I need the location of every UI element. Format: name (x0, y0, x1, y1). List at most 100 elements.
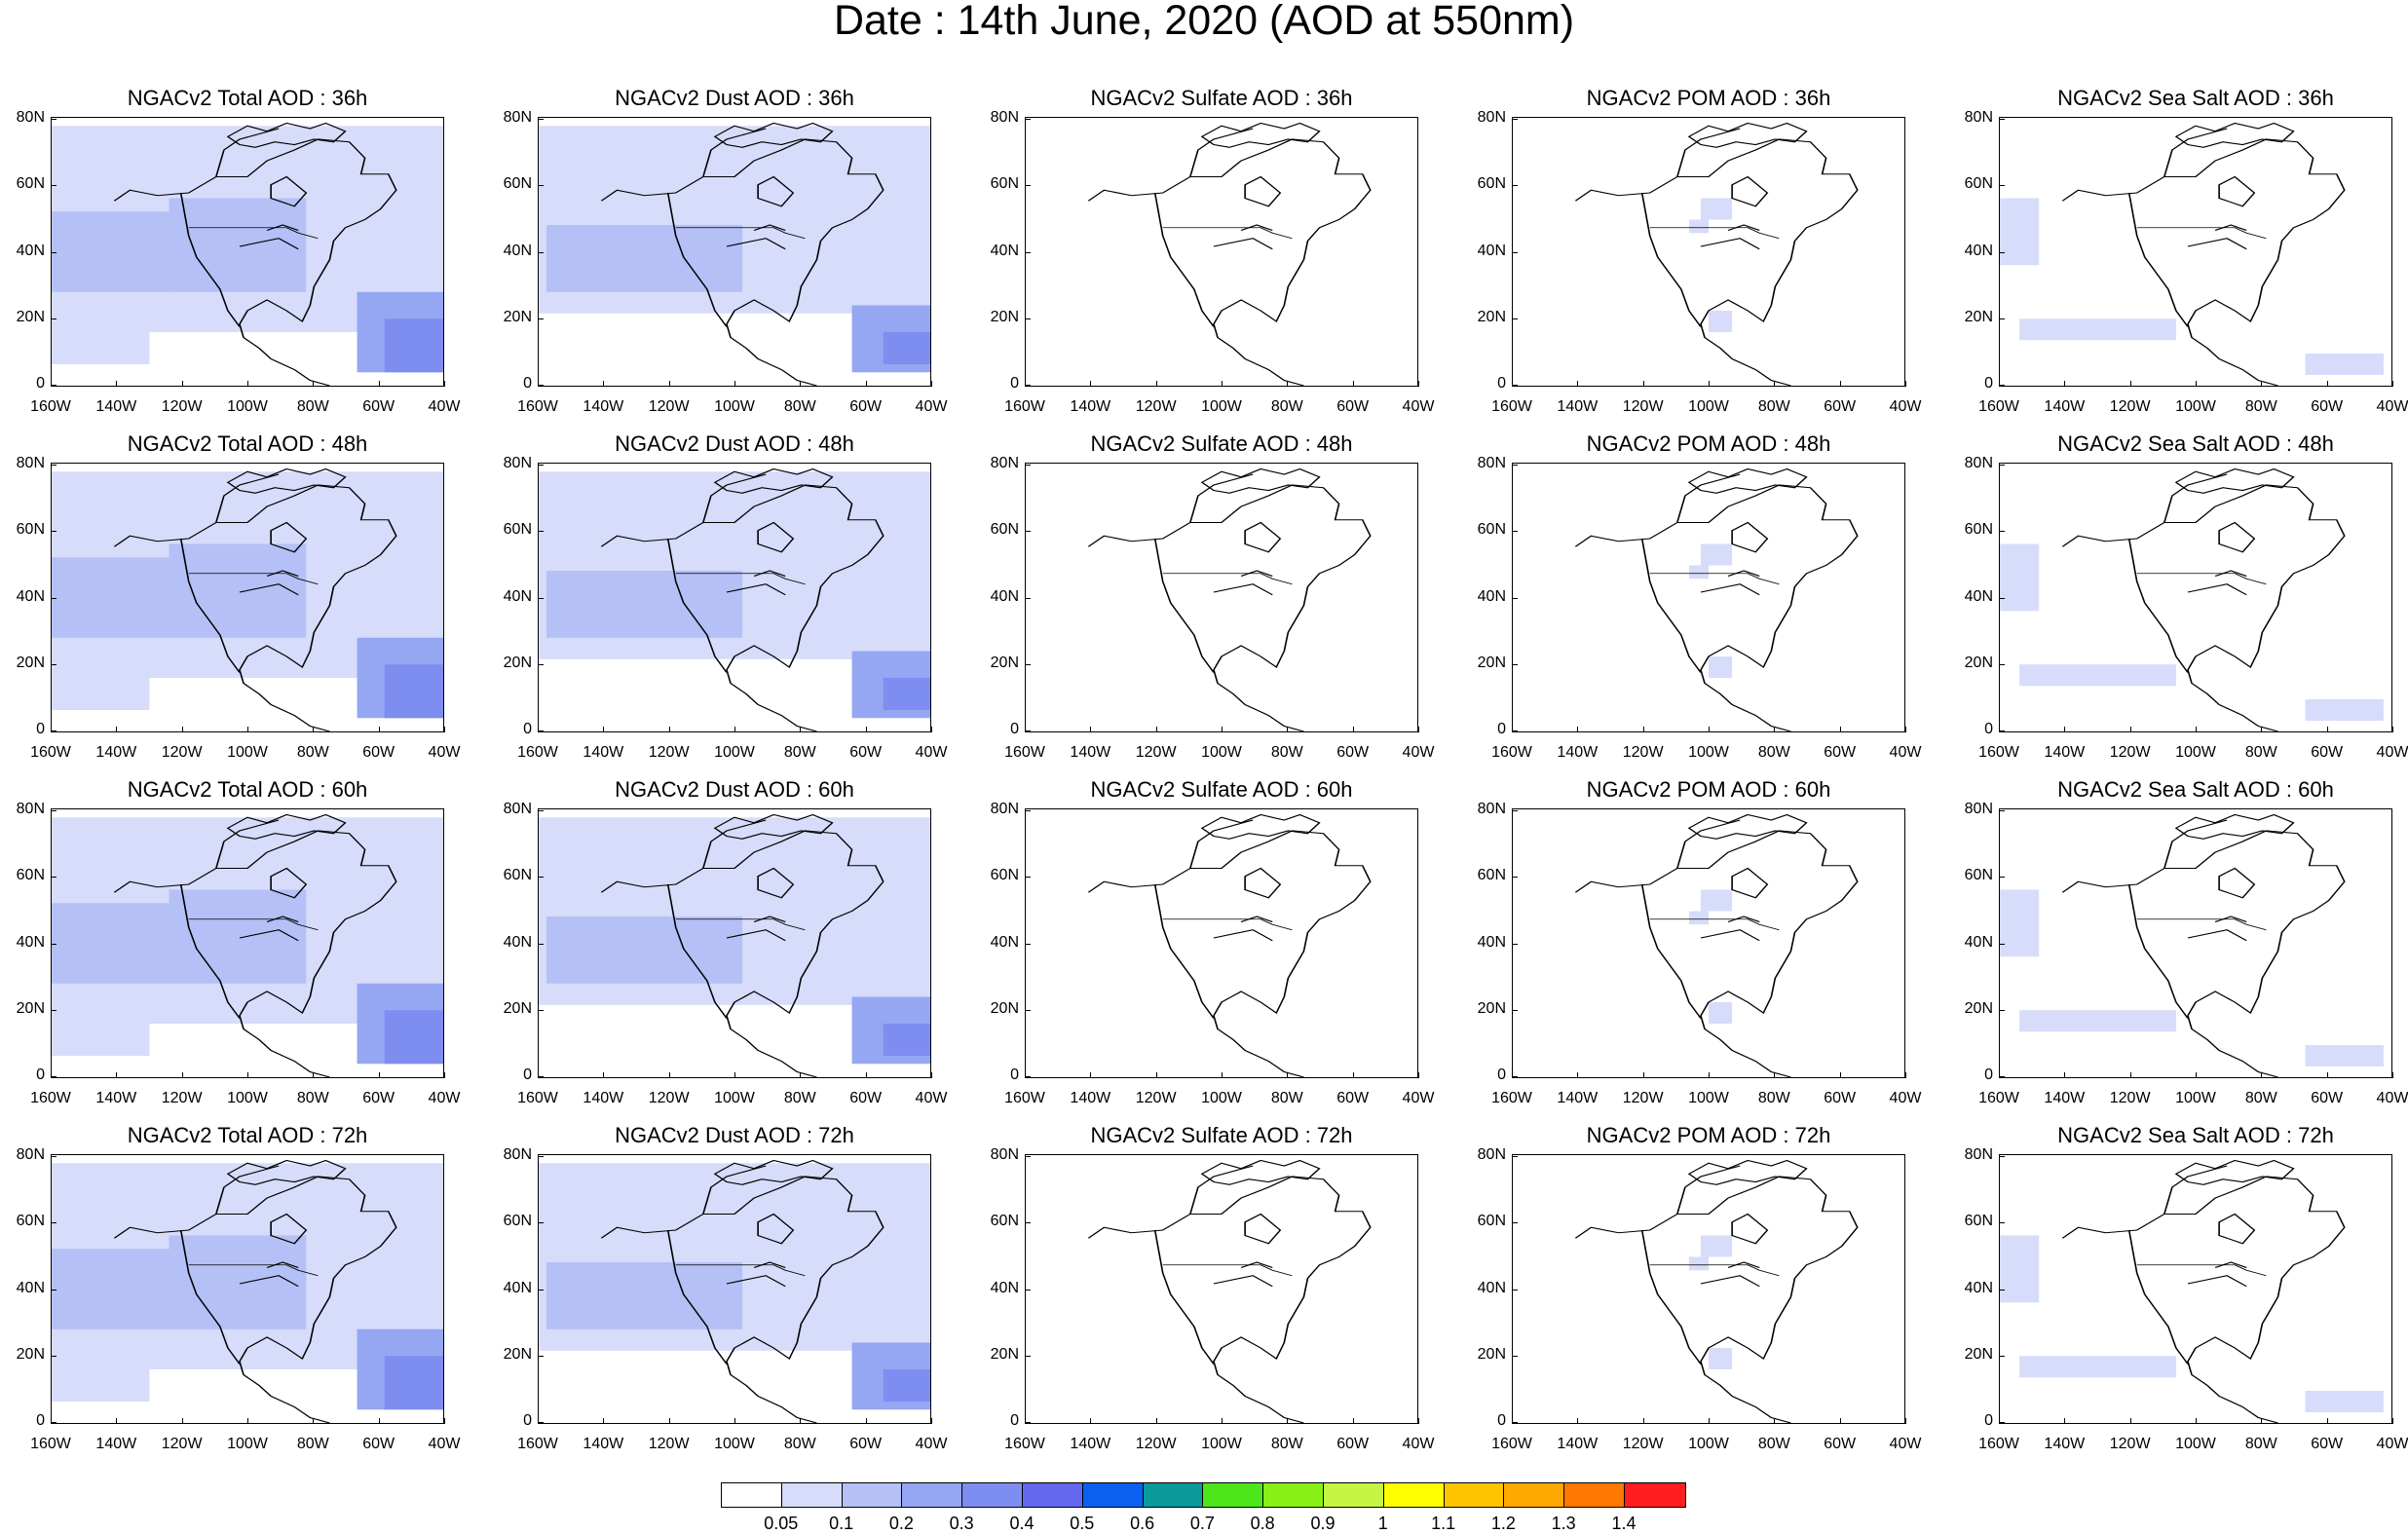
lat-label: 60N (990, 175, 1019, 193)
lat-label: 60N (1477, 521, 1506, 539)
lat-tick (1025, 1009, 1031, 1011)
colorbar-swatch (1022, 1483, 1083, 1507)
lat-tick (1025, 1289, 1031, 1291)
lon-tick (1352, 1072, 1354, 1078)
lat-tick (1999, 663, 2005, 665)
lat-tick (1999, 318, 2005, 319)
lat-label: 0 (523, 375, 532, 392)
lon-label: 140W (1070, 1090, 1111, 1106)
lat-tick (1512, 1222, 1518, 1224)
lon-label: 160W (1004, 398, 1045, 415)
lon-tick (2392, 1418, 2393, 1424)
map-panel (1512, 808, 1905, 1078)
country-border (1649, 227, 1780, 240)
coastline (113, 819, 397, 1077)
lat-label: 0 (1497, 375, 1506, 392)
lat-tick (1512, 730, 1518, 731)
aod-patch (52, 211, 169, 292)
lat-label: 20N (16, 308, 45, 325)
lat-label: 40N (1964, 242, 1993, 259)
lon-label: 60W (849, 1436, 883, 1452)
aod-patch (384, 1010, 443, 1065)
lon-label: 40W (428, 398, 461, 415)
aod-patch (1688, 219, 1709, 234)
aod-patch (1709, 656, 1733, 678)
map-panel (1999, 117, 2392, 387)
lat-tick (538, 730, 544, 731)
lon-label: 60W (362, 1436, 395, 1452)
lon-tick (865, 727, 867, 732)
lon-label: 160W (1491, 744, 1532, 761)
aod-patch (1688, 1256, 1709, 1271)
lat-label: 0 (1497, 1066, 1506, 1083)
colorbar-swatch (1082, 1483, 1144, 1507)
lon-tick (1709, 1072, 1710, 1078)
lon-tick (734, 381, 735, 387)
country-border (1649, 1264, 1780, 1277)
lon-label: 120W (648, 1090, 690, 1106)
lon-tick (1418, 381, 1419, 387)
aod-patch (1700, 889, 1733, 912)
coastline (1087, 1165, 1372, 1423)
lon-label: 80W (783, 398, 816, 415)
panel-title: NGACv2 Dust AOD : 36h (615, 86, 854, 110)
lon-tick (1577, 727, 1579, 732)
lon-label: 60W (1336, 1436, 1370, 1452)
colorbar-label: 0.7 (1189, 1514, 1215, 1533)
lon-tick (800, 381, 802, 387)
lat-tick (1999, 1076, 2005, 1077)
aod-patch (546, 1262, 743, 1329)
aod-patch (2019, 1010, 2176, 1032)
lon-tick (2196, 381, 2197, 387)
country-border (2136, 1264, 2267, 1277)
country-border (1162, 918, 1293, 931)
lat-tick (1512, 1156, 1518, 1157)
lat-label: 60N (503, 867, 532, 884)
coastline (113, 128, 397, 386)
lat-label: 80N (1477, 1146, 1506, 1163)
map-canvas (52, 122, 443, 386)
lon-tick (668, 1072, 670, 1078)
colorbar-swatch (1323, 1483, 1384, 1507)
arctic-coastline (226, 122, 347, 148)
lon-label: 140W (95, 1090, 137, 1106)
lon-tick (313, 727, 315, 732)
lon-tick (2326, 1418, 2328, 1424)
lat-label: 20N (16, 999, 45, 1017)
lon-label: 120W (1622, 1090, 1664, 1106)
lat-tick (1025, 877, 1031, 879)
lon-tick (1287, 727, 1289, 732)
lat-label: 80N (503, 801, 532, 817)
map-panel (1999, 808, 2392, 1078)
country-border (1649, 573, 1780, 585)
colorbar-swatch (722, 1483, 782, 1507)
lon-label: 120W (1135, 1436, 1177, 1452)
lat-label: 60N (16, 1213, 45, 1230)
lon-tick (2064, 727, 2066, 732)
lon-tick (181, 381, 183, 387)
lon-label: 160W (517, 1436, 558, 1452)
lon-tick (1774, 727, 1776, 732)
lon-label: 40W (2376, 1436, 2408, 1452)
lon-label: 40W (1889, 744, 1922, 761)
lon-label: 100W (1201, 1436, 1242, 1452)
lon-tick (931, 727, 932, 732)
lat-label: 60N (1477, 867, 1506, 884)
lon-tick (378, 1418, 380, 1424)
lat-label: 20N (990, 654, 1019, 671)
lat-tick (1999, 1156, 2005, 1157)
lon-label: 120W (1135, 1090, 1177, 1106)
lon-label: 140W (583, 744, 624, 761)
lat-tick (1025, 810, 1031, 811)
lon-tick (247, 1418, 248, 1424)
lon-label: 160W (1978, 1436, 2019, 1452)
lon-tick (51, 381, 52, 387)
lon-label: 160W (517, 398, 558, 415)
lat-label: 80N (990, 109, 1019, 126)
map-canvas (539, 122, 930, 386)
lon-tick (1905, 381, 1906, 387)
lat-label: 40N (503, 1279, 532, 1296)
lon-label: 140W (2044, 744, 2086, 761)
lat-label: 0 (523, 721, 532, 737)
lon-tick (444, 1072, 445, 1078)
